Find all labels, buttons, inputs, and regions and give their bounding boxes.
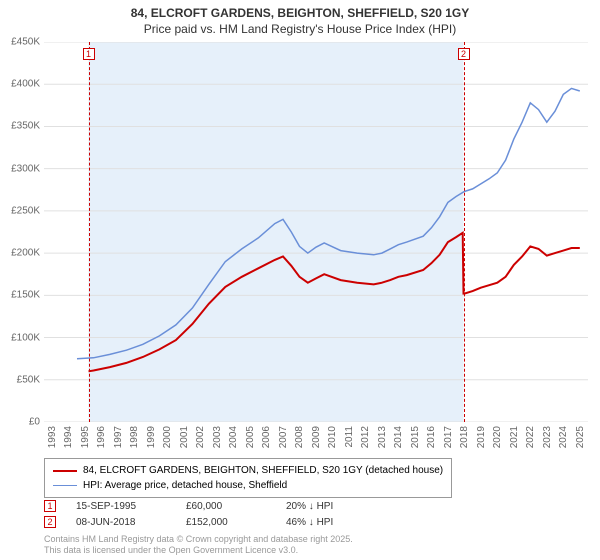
legend-swatch	[53, 470, 77, 472]
title-line-1: 84, ELCROFT GARDENS, BEIGHTON, SHEFFIELD…	[0, 6, 600, 22]
legend-item: 84, ELCROFT GARDENS, BEIGHTON, SHEFFIELD…	[53, 463, 443, 478]
y-tick-label: £150K	[0, 290, 40, 301]
y-tick-label: £50K	[0, 374, 40, 385]
x-tick-label: 2002	[195, 426, 206, 448]
x-tick-label: 2021	[509, 426, 520, 448]
sale-marker: 1	[44, 500, 56, 512]
marker-line-1	[89, 42, 90, 422]
footnote-line-1: Contains HM Land Registry data © Crown c…	[44, 534, 353, 545]
marker-line-2	[464, 42, 465, 422]
title-line-2: Price paid vs. HM Land Registry's House …	[0, 22, 600, 38]
x-tick-label: 2025	[575, 426, 586, 448]
x-tick-label: 2008	[294, 426, 305, 448]
x-tick-label: 1993	[47, 426, 58, 448]
marker-box-1: 1	[83, 48, 95, 60]
x-tick-label: 2009	[311, 426, 322, 448]
x-tick-label: 2015	[410, 426, 421, 448]
sale-vs-hpi: 46% ↓ HPI	[286, 517, 406, 528]
x-tick-label: 2010	[327, 426, 338, 448]
x-tick-label: 2024	[558, 426, 569, 448]
sale-price: £152,000	[186, 517, 266, 528]
sale-vs-hpi: 20% ↓ HPI	[286, 501, 406, 512]
y-tick-label: £100K	[0, 332, 40, 343]
footnote: Contains HM Land Registry data © Crown c…	[44, 534, 353, 556]
y-tick-label: £400K	[0, 79, 40, 90]
x-tick-label: 2003	[212, 426, 223, 448]
x-tick-label: 1994	[63, 426, 74, 448]
x-tick-label: 1995	[80, 426, 91, 448]
y-tick-label: £350K	[0, 121, 40, 132]
chart-title: 84, ELCROFT GARDENS, BEIGHTON, SHEFFIELD…	[0, 0, 600, 37]
x-tick-label: 2014	[393, 426, 404, 448]
legend-swatch	[53, 485, 77, 486]
y-tick-label: £450K	[0, 37, 40, 48]
x-tick-label: 1999	[146, 426, 157, 448]
x-tick-label: 2012	[360, 426, 371, 448]
sale-row: 2 08-JUN-2018 £152,000 46% ↓ HPI	[44, 516, 406, 528]
x-tick-label: 2020	[492, 426, 503, 448]
x-tick-label: 2019	[476, 426, 487, 448]
x-tick-label: 2000	[162, 426, 173, 448]
x-tick-label: 1996	[96, 426, 107, 448]
x-tick-label: 1997	[113, 426, 124, 448]
x-tick-label: 2007	[278, 426, 289, 448]
x-tick-label: 2001	[179, 426, 190, 448]
chart-plot-area: £0£50K£100K£150K£200K£250K£300K£350K£400…	[44, 42, 588, 422]
x-tick-label: 2016	[426, 426, 437, 448]
legend-item: HPI: Average price, detached house, Shef…	[53, 478, 443, 493]
x-tick-label: 2011	[344, 426, 355, 448]
x-tick-label: 2017	[443, 426, 454, 448]
legend-label: HPI: Average price, detached house, Shef…	[83, 478, 287, 493]
chart-svg	[44, 42, 588, 422]
x-tick-label: 2023	[542, 426, 553, 448]
x-tick-label: 2006	[261, 426, 272, 448]
sale-date: 08-JUN-2018	[76, 517, 166, 528]
x-tick-label: 2004	[228, 426, 239, 448]
y-tick-label: £300K	[0, 163, 40, 174]
sales-table: 1 15-SEP-1995 £60,000 20% ↓ HPI 2 08-JUN-2018…	[44, 500, 406, 532]
chart-container: 84, ELCROFT GARDENS, BEIGHTON, SHEFFIELD…	[0, 0, 600, 560]
legend: 84, ELCROFT GARDENS, BEIGHTON, SHEFFIELD…	[44, 458, 452, 498]
y-tick-label: £0	[0, 417, 40, 428]
x-tick-label: 2022	[525, 426, 536, 448]
x-tick-label: 2005	[245, 426, 256, 448]
sale-marker: 2	[44, 516, 56, 528]
marker-box-2: 2	[458, 48, 470, 60]
y-tick-label: £250K	[0, 205, 40, 216]
x-tick-label: 2018	[459, 426, 470, 448]
sale-price: £60,000	[186, 501, 266, 512]
sale-row: 1 15-SEP-1995 £60,000 20% ↓ HPI	[44, 500, 406, 512]
legend-label: 84, ELCROFT GARDENS, BEIGHTON, SHEFFIELD…	[83, 463, 443, 478]
x-tick-label: 2013	[377, 426, 388, 448]
y-tick-label: £200K	[0, 248, 40, 259]
sale-date: 15-SEP-1995	[76, 501, 166, 512]
x-tick-label: 1998	[129, 426, 140, 448]
footnote-line-2: This data is licensed under the Open Gov…	[44, 545, 353, 556]
